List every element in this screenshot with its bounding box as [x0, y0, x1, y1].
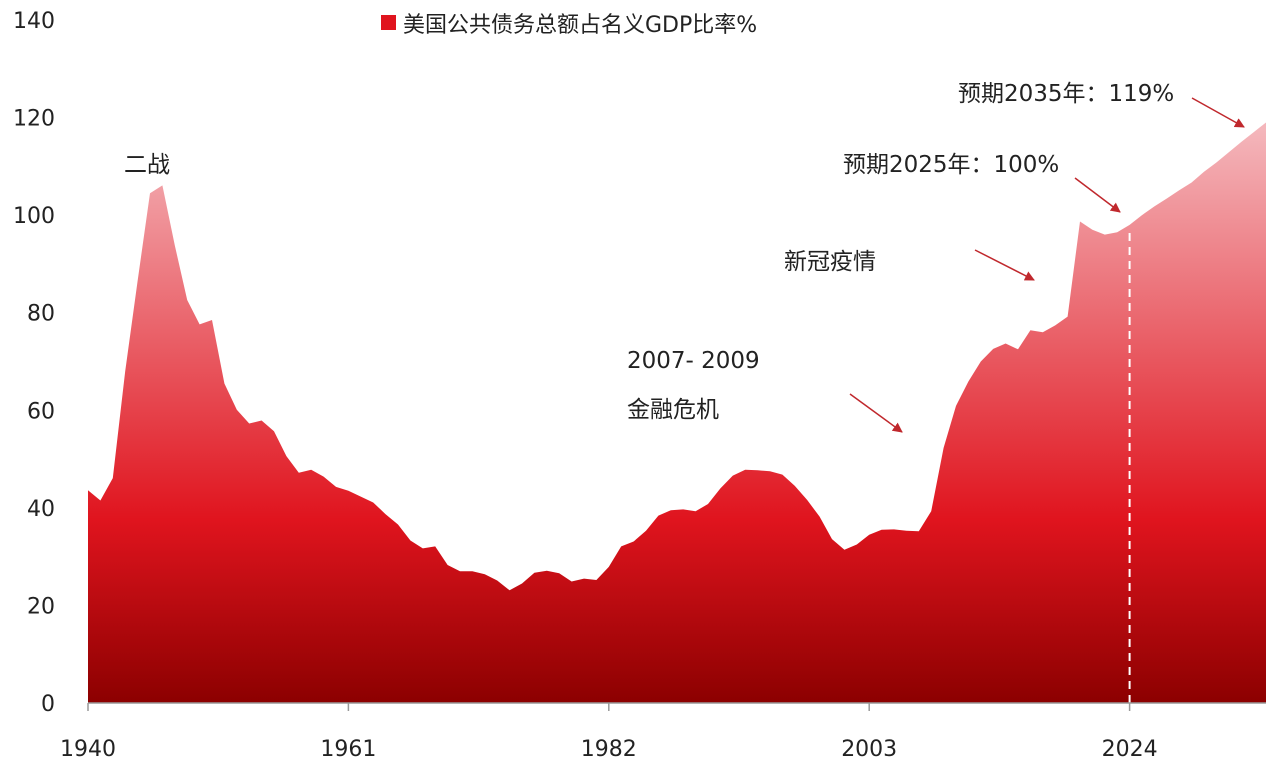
annotation-ww2: 二战	[124, 152, 170, 178]
legend: 美国公共债务总额占名义GDP比率%	[381, 13, 757, 38]
y-axis-ticks: 0 20 40 60 80 100 120 140	[13, 9, 55, 717]
annotation-gfc-years: 2007- 2009	[627, 348, 760, 374]
y-tick-label: 0	[41, 692, 55, 717]
x-tick-label: 1961	[320, 737, 376, 762]
y-tick-label: 60	[27, 399, 55, 424]
annotation-forecast-2035: 预期2035年：119%	[958, 81, 1174, 107]
annotation-gfc-label: 金融危机	[627, 397, 719, 423]
legend-label: 美国公共债务总额占名义GDP比率%	[403, 13, 757, 38]
arrow-forecast-2035	[1191, 97, 1245, 128]
annotation-forecast-2025: 预期2025年：100%	[843, 152, 1059, 178]
annotations: 二战 2007- 2009 金融危机 新冠疫情 预期2025年：100% 预期2…	[124, 81, 1245, 433]
annotation-covid: 新冠疫情	[784, 249, 876, 275]
y-tick-label: 80	[27, 302, 55, 327]
x-tick-label: 1982	[581, 737, 637, 762]
y-tick-label: 140	[13, 9, 55, 34]
x-tick-label: 1940	[60, 737, 116, 762]
arrow-covid	[974, 249, 1035, 281]
x-tick-label: 2003	[841, 737, 897, 762]
x-tick-label: 2024	[1102, 737, 1158, 762]
arrow-forecast-2025	[1074, 177, 1121, 213]
y-tick-label: 100	[13, 204, 55, 229]
y-tick-label: 20	[27, 594, 55, 619]
y-tick-label: 40	[27, 497, 55, 522]
legend-swatch	[381, 15, 396, 30]
x-axis-ticks: 1940 1961 1982 2003 2024	[60, 703, 1158, 762]
debt-area-series	[88, 122, 1266, 703]
arrow-gfc	[849, 393, 903, 433]
y-tick-label: 120	[13, 107, 55, 132]
